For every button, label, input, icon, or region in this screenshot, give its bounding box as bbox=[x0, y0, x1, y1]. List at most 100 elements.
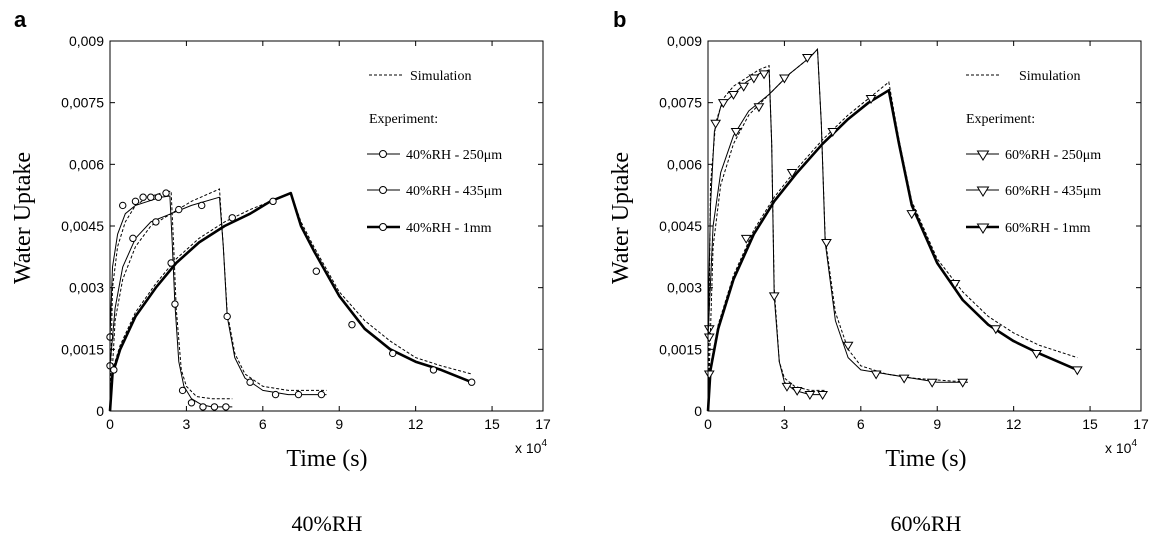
y-tick-label: 0,009 bbox=[667, 33, 702, 49]
y-tick-label: 0,0015 bbox=[659, 341, 702, 357]
data-marker bbox=[821, 238, 832, 248]
data-marker bbox=[317, 390, 326, 399]
data-marker bbox=[710, 119, 722, 129]
y-tick-label: 0,006 bbox=[69, 156, 104, 172]
x-multiplier: x 104 bbox=[515, 438, 547, 456]
legend-entry: 40%RH - 250μm bbox=[367, 148, 502, 163]
y-axis-label: Water Uptake bbox=[608, 152, 634, 284]
data-marker bbox=[228, 214, 236, 222]
legend-simulation-label: Simulation bbox=[410, 69, 471, 84]
y-tick-label: 0,009 bbox=[69, 33, 104, 49]
legend-entry: 40%RH - 1mm bbox=[367, 221, 492, 236]
legend-entry: 60%RH - 435μm bbox=[966, 184, 1101, 199]
data-marker bbox=[926, 378, 938, 388]
data-marker bbox=[269, 197, 277, 206]
experiment-line bbox=[707, 69, 826, 396]
data-marker bbox=[152, 218, 160, 226]
data-marker bbox=[791, 386, 803, 396]
y-axis-label: Water Uptake bbox=[10, 152, 36, 284]
data-marker bbox=[197, 201, 206, 210]
plot-frame bbox=[109, 40, 544, 412]
legend-label: 40%RH - 250μm bbox=[406, 148, 502, 163]
data-marker bbox=[147, 193, 155, 201]
x-ticks: 0 3 6 9 12 15 17 bbox=[106, 41, 551, 432]
simulation-line bbox=[109, 188, 327, 412]
legend-marker bbox=[976, 150, 990, 161]
x-tick-label: 17 bbox=[1133, 416, 1149, 432]
plot-area bbox=[703, 47, 1083, 412]
data-marker bbox=[758, 70, 770, 80]
x-tick-label: 17 bbox=[535, 416, 551, 432]
panel-caption: 60%RH bbox=[891, 511, 962, 536]
data-marker bbox=[348, 320, 356, 329]
legend-simulation-label: Simulation bbox=[1019, 69, 1080, 84]
x-axis-label: Time (s) bbox=[885, 446, 966, 472]
x-tick-label: 6 bbox=[259, 416, 267, 432]
data-marker bbox=[131, 197, 140, 206]
panel-letter: a bbox=[14, 7, 27, 32]
x-tick-label: 9 bbox=[335, 416, 343, 432]
data-marker bbox=[199, 403, 207, 411]
x-tick-label: 0 bbox=[106, 416, 114, 432]
legend-marker bbox=[379, 186, 387, 194]
x-tick-label: 3 bbox=[781, 416, 789, 432]
data-marker bbox=[246, 378, 254, 386]
legend-entry: 60%RH - 250μm bbox=[966, 148, 1101, 163]
data-marker bbox=[119, 201, 127, 210]
data-marker bbox=[804, 391, 816, 401]
data-marker bbox=[429, 366, 438, 374]
legend: Simulation Experiment: 60%RH - 250μm 60%… bbox=[966, 69, 1101, 236]
data-marker bbox=[870, 370, 882, 380]
data-marker bbox=[898, 374, 910, 384]
simulation-line bbox=[707, 64, 826, 412]
data-marker bbox=[294, 390, 303, 399]
experiment-line bbox=[109, 196, 327, 396]
data-marker bbox=[223, 312, 231, 321]
panel-b: b Water Uptake Time (s) x 104 60%RH 0 3 6 9… bbox=[608, 7, 1149, 536]
data-marker bbox=[1031, 349, 1042, 359]
data-marker bbox=[730, 127, 742, 137]
legend-entry: 40%RH - 435μm bbox=[367, 184, 502, 199]
y-tick-label: 0 bbox=[96, 403, 104, 419]
y-tick-label: 0,0075 bbox=[61, 95, 104, 111]
legend-label: 40%RH - 1mm bbox=[406, 221, 492, 236]
legend-label: 60%RH - 1mm bbox=[1005, 221, 1091, 236]
simulation-line bbox=[707, 47, 968, 412]
data-marker bbox=[740, 234, 752, 244]
x-ticks: 0 3 6 9 12 15 17 bbox=[704, 41, 1149, 432]
data-marker bbox=[129, 234, 137, 243]
y-tick-label: 0,003 bbox=[667, 280, 702, 296]
legend-entry: 60%RH - 1mm bbox=[966, 221, 1091, 236]
x-tick-label: 15 bbox=[1082, 416, 1098, 432]
data-marker bbox=[703, 333, 715, 343]
y-ticks: 0 0,0015 0,003 0,0045 0,006 0,0075 0,009 bbox=[61, 33, 543, 419]
y-tick-label: 0 bbox=[694, 403, 702, 419]
legend-label: 60%RH - 250μm bbox=[1005, 148, 1101, 163]
data-marker bbox=[990, 325, 1002, 335]
data-marker bbox=[178, 386, 187, 395]
x-multiplier: x 104 bbox=[1105, 438, 1137, 456]
panel-letter: b bbox=[613, 7, 626, 32]
data-marker bbox=[906, 210, 918, 220]
data-marker bbox=[781, 382, 793, 392]
y-tick-label: 0,0045 bbox=[61, 218, 104, 234]
data-marker bbox=[865, 95, 877, 105]
data-marker bbox=[957, 378, 969, 388]
x-tick-label: 9 bbox=[933, 416, 941, 432]
legend-label: 40%RH - 435μm bbox=[406, 184, 502, 199]
legend-experiment-heading: Experiment: bbox=[369, 112, 438, 127]
y-tick-label: 0,003 bbox=[69, 280, 104, 296]
legend-marker bbox=[379, 223, 387, 231]
y-tick-label: 0,0075 bbox=[659, 95, 702, 111]
experiment-line bbox=[707, 48, 968, 383]
legend-marker bbox=[976, 186, 990, 197]
x-tick-label: 3 bbox=[183, 416, 191, 432]
x-tick-label: 12 bbox=[408, 416, 424, 432]
x-tick-label: 15 bbox=[484, 416, 500, 432]
legend-experiment-heading: Experiment: bbox=[966, 112, 1035, 127]
data-marker bbox=[1071, 366, 1083, 376]
data-marker bbox=[187, 399, 196, 407]
panel-caption: 40%RH bbox=[292, 511, 363, 536]
data-marker bbox=[110, 366, 118, 374]
